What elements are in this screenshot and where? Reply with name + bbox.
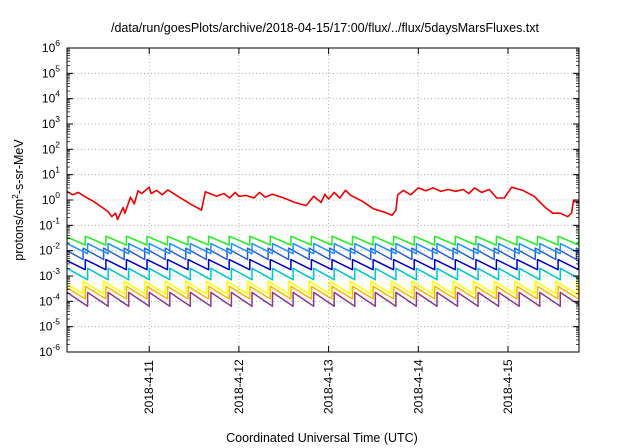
y-tick-label: 10-5 xyxy=(39,317,60,334)
x-tick-label: 2018-4-13 xyxy=(322,359,336,414)
x-tick-label: 2018-4-15 xyxy=(501,359,515,414)
series-line xyxy=(66,242,580,255)
y-tick-label: 101 xyxy=(42,165,60,182)
y-tick-label: 102 xyxy=(42,139,60,156)
series-line xyxy=(66,247,580,261)
series-line xyxy=(66,267,580,281)
series-line xyxy=(66,258,580,271)
y-tick-label: 100 xyxy=(42,190,60,207)
y-tick-label: 10-3 xyxy=(39,266,60,283)
x-tick-label: 2018-4-11 xyxy=(142,360,156,414)
y-tick-labels: 10-6 10-5 10-4 10-3 10-2 10-1 100 101 102 103 104 1… xyxy=(39,38,60,359)
y-tick-label: 10-2 xyxy=(39,241,60,258)
series-line xyxy=(66,235,580,246)
y-tick-label: 103 xyxy=(42,114,60,131)
series-line xyxy=(66,285,580,300)
chart-title: /data/run/goesPlots/archive/2018-04-15/1… xyxy=(111,21,540,35)
x-tick-label: 2018-4-14 xyxy=(411,359,425,414)
x-tick-label: 2018-4-12 xyxy=(232,359,246,414)
y-tick-label: 106 xyxy=(42,38,60,55)
series-lines xyxy=(66,186,580,308)
y-axis-label: protons/cm2-s-sr-MeV xyxy=(10,139,26,261)
y-tick-label: 10-1 xyxy=(39,215,60,232)
x-axis-label: Coordinated Universal Time (UTC) xyxy=(226,431,418,445)
y-tick-label: 10-4 xyxy=(39,291,60,308)
y-tick-label: 10-6 xyxy=(39,342,60,359)
series-line xyxy=(66,291,580,308)
series-line xyxy=(66,280,580,295)
y-tick-label: 105 xyxy=(42,63,60,80)
y-tick-label: 104 xyxy=(42,89,60,106)
series-line-red xyxy=(66,186,580,221)
x-tick-labels: 2018-4-11 2018-4-12 2018-4-13 2018-4-14 2018… xyxy=(142,359,515,414)
axis-ticks xyxy=(67,47,579,353)
